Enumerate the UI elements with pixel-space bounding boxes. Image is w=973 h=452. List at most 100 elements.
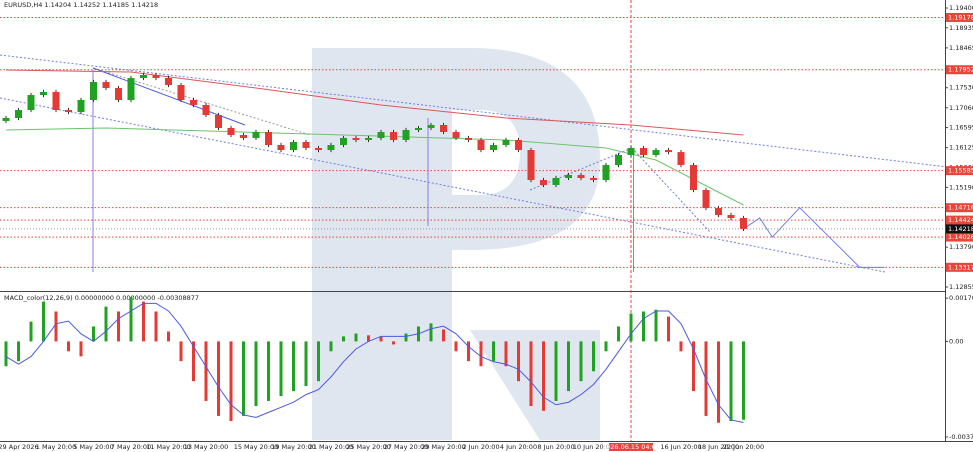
level-label: 1.17952 — [948, 66, 973, 74]
candle-body — [127, 78, 135, 101]
candle-body — [277, 145, 285, 151]
x-tick-label: 15 May 20:00 — [234, 443, 279, 451]
y-tick-label: 1.16125 — [949, 144, 973, 152]
candle-body — [265, 132, 272, 146]
candle-body — [27, 95, 35, 111]
macd-bar — [454, 341, 458, 352]
candle-body — [390, 132, 397, 140]
macd-bar — [254, 341, 258, 407]
macd-bar — [267, 341, 270, 401]
candle-body — [190, 100, 197, 105]
candle-body — [52, 91, 60, 111]
x-tick-label: 21 May 20:00 — [309, 443, 354, 451]
x-tick-label: 22 Jun 20:00 — [723, 443, 764, 451]
candle-body — [502, 139, 510, 146]
candle-body — [702, 189, 710, 209]
macd-bar — [529, 341, 533, 407]
macd-bar — [192, 341, 195, 382]
macd-bar — [679, 341, 683, 352]
level-badge — [946, 262, 973, 272]
level-label: 1.13317 — [948, 263, 973, 271]
macd-bar — [379, 336, 383, 342]
x-tick-label: 29 Apr 2026 — [0, 443, 39, 451]
x-tick-label: 25 May 20:00 — [346, 443, 391, 451]
macd-bar — [129, 296, 133, 342]
macd-bar — [642, 311, 645, 342]
candle-body — [440, 124, 447, 133]
x-tick-label: 8 Jun 20:00 — [537, 443, 574, 451]
level-label: 1.19178 — [948, 13, 973, 21]
y-tick-label: 1.13790 — [949, 243, 973, 251]
y-tick-label: -0.0037700 — [949, 433, 973, 441]
chart-title: EURUSD,H4 1.14204 1.14252 1.14185 1.1421… — [4, 1, 158, 9]
candle-body — [640, 148, 647, 155]
y-tick-label: 1.17060 — [949, 104, 973, 112]
candle-body — [315, 148, 322, 151]
x-tick-label: 18 Jun 20:00 — [698, 443, 739, 451]
last-price-label: 1.14218 — [948, 225, 973, 233]
macd-bar — [492, 341, 495, 362]
level-label: 1.15585 — [948, 167, 973, 175]
macd-bar — [429, 323, 433, 342]
macd-bar — [79, 341, 83, 357]
level-badge — [946, 12, 973, 22]
candle-body — [365, 137, 372, 140]
macd-bar — [367, 335, 370, 342]
candle-body — [465, 137, 472, 140]
macd-bar — [217, 341, 220, 416]
candle-body — [352, 137, 360, 140]
candle-body — [552, 178, 560, 186]
x-tick-label: 27 May 20:00 — [384, 443, 429, 451]
candle-body — [90, 82, 97, 101]
candle-body — [527, 150, 535, 181]
candle-body — [727, 215, 735, 219]
candle-body — [340, 137, 347, 146]
candle-body — [40, 91, 47, 96]
macd-bar — [729, 341, 733, 421]
candle-body — [215, 115, 222, 129]
candle-body — [327, 145, 335, 151]
x-tick-label: 19 May 20:00 — [271, 443, 316, 451]
candle-body — [415, 128, 422, 131]
candle-body — [302, 141, 310, 149]
x-tick-label: 13 May 20:00 — [184, 443, 229, 451]
candle-body — [740, 218, 747, 229]
macd-bar — [504, 341, 508, 367]
macd-bar — [554, 341, 558, 401]
x-tick-label: 4 Jun 20:00 — [500, 443, 537, 451]
macd-bar — [442, 329, 445, 342]
macd-bar — [154, 311, 158, 342]
macd-bar — [617, 326, 620, 342]
macd-bar — [242, 341, 245, 416]
y-tick-label: 1.19400 — [949, 4, 973, 12]
candle-body — [452, 132, 460, 138]
candle-body — [77, 100, 85, 113]
overlay-line — [743, 206, 885, 268]
x-tick-label: 2026.06.15 04:00 — [602, 443, 660, 451]
candle-body — [602, 165, 610, 181]
macd-bar — [292, 341, 295, 392]
macd-bar — [42, 301, 45, 342]
macd-bar — [667, 316, 670, 342]
y-tick-label: 1.18935 — [949, 24, 973, 32]
y-tick-label: 0.0017056 — [949, 294, 973, 302]
macd-bar — [142, 301, 145, 342]
macd-bar — [329, 341, 333, 352]
macd-bar — [629, 313, 633, 342]
candle-body — [152, 74, 160, 79]
macd-bar — [104, 306, 108, 342]
macd-bar — [279, 341, 283, 397]
macd-bar — [742, 341, 745, 420]
level-badge — [946, 232, 973, 242]
macd-bar — [404, 333, 408, 342]
candle-body — [177, 85, 185, 101]
candle-body — [252, 132, 260, 138]
macd-bar — [117, 311, 120, 342]
x-tick-label: 10 Jun 20:00 — [573, 443, 614, 451]
macd-bar — [67, 341, 70, 352]
candle-body — [627, 148, 635, 155]
macd-bar — [29, 321, 33, 342]
level-label: 1.14424 — [948, 216, 973, 224]
candle-body — [15, 110, 22, 118]
